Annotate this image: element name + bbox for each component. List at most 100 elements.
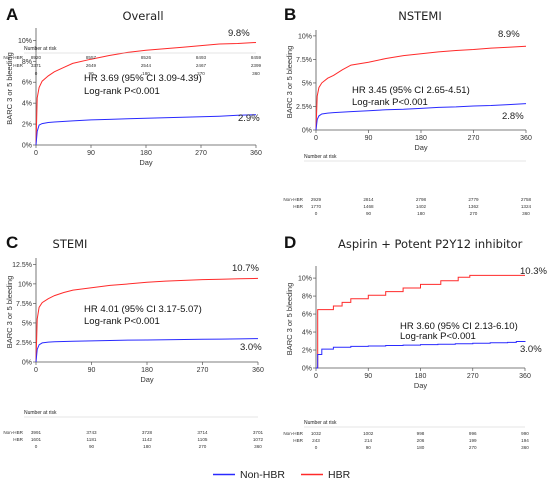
risk-value: 3701 — [253, 430, 264, 435]
series-line-non-hbr — [35, 338, 259, 363]
y-tick-label: 12.5% — [12, 262, 32, 269]
risk-row-label: HBR — [293, 204, 303, 209]
x-tick-label: 180 — [140, 150, 152, 157]
x-axis-label: Day — [414, 143, 428, 152]
y-tick-label: 8% — [302, 294, 312, 301]
series-line-non-hbr — [316, 341, 526, 369]
panel-c: C STEMI 0% 2.5% 5% 7.5% 10% 12.5% 0 90 180 270 360 Da… — [3, 233, 264, 449]
risk-day-label: 0 — [35, 71, 38, 76]
log-rank-text: Log-rank P<0.001 — [352, 97, 428, 108]
y-tick-label: 6% — [22, 80, 32, 87]
y-tick-label: 7.5% — [296, 57, 312, 64]
x-tick-label: 270 — [197, 367, 209, 374]
risk-row-label: Non-HBR — [283, 197, 303, 202]
risk-day-label: 360 — [254, 444, 262, 449]
risk-day-label: 90 — [366, 211, 372, 216]
risk-value: 1324 — [521, 204, 532, 209]
legend: Non-HBR HBR — [213, 469, 351, 481]
series-line-hbr — [315, 45, 527, 131]
panel-title: NSTEMI — [398, 9, 442, 23]
x-axis-label: Day — [140, 375, 154, 384]
y-tick-label: 10% — [298, 276, 312, 283]
risk-value: 206 — [417, 438, 425, 443]
y-tick-label: 0% — [22, 360, 32, 367]
series-line-hbr — [316, 274, 525, 369]
risk-value: 1072 — [253, 437, 264, 442]
log-rank-text: Log-rank P<0.001 — [84, 86, 160, 97]
risk-value: 1402 — [416, 204, 427, 209]
y-tick-label: 5% — [22, 320, 32, 327]
risk-value: 1362 — [468, 204, 479, 209]
y-tick-label: 10% — [18, 281, 32, 288]
risk-value: 1105 — [198, 437, 208, 442]
y-tick-label: 10% — [298, 33, 312, 40]
y-tick-label: 0% — [22, 143, 32, 150]
risk-value: 2814 — [363, 197, 374, 202]
y-tick-label: 2.5% — [296, 104, 312, 111]
y-tick-label: 0% — [302, 128, 312, 135]
panel-letter: B — [284, 5, 296, 24]
risk-day-label: 90 — [88, 71, 94, 76]
risk-value: 243 — [312, 438, 320, 443]
y-tick-label: 4% — [302, 330, 312, 337]
x-tick-label: 270 — [468, 135, 480, 142]
risk-row-label: HBR — [293, 438, 303, 443]
y-tick-label: 4% — [22, 101, 32, 108]
risk-value: 1032 — [311, 431, 322, 436]
risk-day-label: 360 — [522, 211, 530, 216]
y-axis-label: BARC 3 or 5 bleeding — [285, 46, 294, 119]
y-tick-label: 7.5% — [16, 301, 32, 308]
risk-day-label: 180 — [417, 445, 425, 450]
risk-value: 3714 — [197, 430, 208, 435]
risk-value: 1770 — [311, 204, 322, 209]
legend-label-hbr: HBR — [328, 469, 351, 481]
risk-value: 2798 — [416, 197, 427, 202]
x-tick-label: 360 — [252, 367, 264, 374]
y-axis-label: BARC 3 or 5 bleeding — [285, 283, 294, 356]
risk-day-label: 180 — [417, 211, 425, 216]
y-tick-label: 8% — [22, 59, 32, 66]
y-tick-label: 2% — [302, 348, 312, 355]
risk-table-header: Number at risk — [24, 46, 57, 52]
risk-value: 1181 — [87, 437, 97, 442]
risk-day-label: 90 — [366, 445, 372, 450]
risk-value: 996 — [469, 431, 477, 436]
legend-label-non-hbr: Non-HBR — [240, 469, 285, 481]
x-tick-label: 270 — [195, 150, 207, 157]
risk-row-label: HBR — [13, 63, 23, 68]
risk-day-label: 0 — [315, 445, 318, 450]
panel-title: Aspirin + Potent P2Y12 inhibitor — [338, 237, 523, 251]
y-tick-label: 5% — [302, 80, 312, 87]
risk-value: 1601 — [31, 437, 42, 442]
x-tick-label: 180 — [141, 367, 153, 374]
risk-value: 8557 — [86, 55, 97, 60]
x-tick-label: 0 — [34, 367, 38, 374]
hazard-ratio-text: HR 3.69 (95% CI 3.09-4.39) — [84, 73, 202, 84]
risk-value: 2467 — [196, 63, 207, 68]
risk-value: 1468 — [363, 204, 374, 209]
log-rank-text: Log-rank P<0.001 — [84, 316, 160, 327]
risk-day-label: 360 — [521, 445, 529, 450]
risk-value: 214 — [364, 438, 372, 443]
risk-table-header: Number at risk — [304, 154, 337, 160]
y-tick-label: 10% — [18, 38, 32, 45]
series-line-non-hbr — [35, 114, 257, 146]
y-axis-label: BARC 3 or 5 bleeding — [5, 276, 14, 349]
series-line-hbr — [35, 277, 259, 363]
x-tick-label: 180 — [415, 373, 427, 380]
x-tick-label: 0 — [314, 373, 318, 380]
risk-day-label: 270 — [197, 71, 205, 76]
y-tick-label: 0% — [302, 366, 312, 373]
x-tick-label: 0 — [34, 150, 38, 157]
risk-row-label: Non-HBR — [3, 430, 23, 435]
y-tick-label: 6% — [302, 312, 312, 319]
non-hbr-end-label: 3.0% — [240, 342, 262, 353]
hbr-end-label: 10.7% — [232, 263, 259, 274]
risk-value: 3728 — [142, 430, 153, 435]
x-tick-label: 360 — [250, 150, 262, 157]
risk-value: 3371 — [31, 63, 42, 68]
panel-letter: A — [6, 5, 18, 24]
x-tick-label: 90 — [88, 367, 96, 374]
risk-value: 998 — [417, 431, 425, 436]
series-line-hbr — [35, 42, 257, 146]
